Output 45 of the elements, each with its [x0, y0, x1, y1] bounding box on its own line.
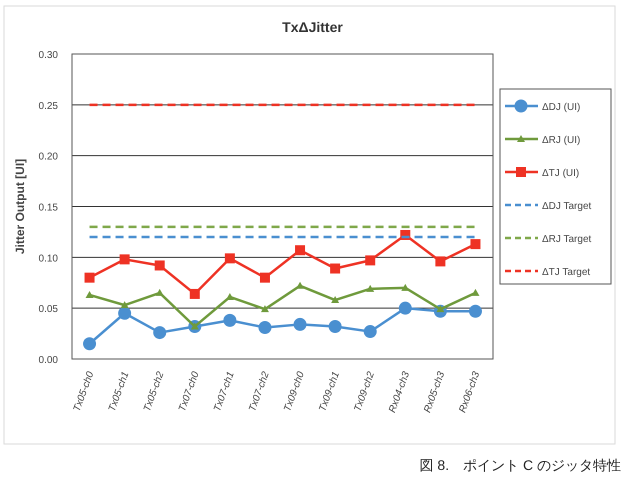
- y-tick-label: 0.20: [38, 152, 58, 163]
- point: [295, 245, 306, 256]
- point: [330, 264, 340, 274]
- point: [398, 302, 412, 315]
- point: [154, 260, 165, 270]
- point: [258, 320, 272, 334]
- y-tick-label: 0.10: [38, 253, 58, 264]
- y-tick-label: 0.15: [38, 202, 58, 214]
- point: [86, 290, 94, 298]
- point: [223, 314, 236, 327]
- point: [260, 272, 270, 283]
- caption: 図 8. ポイント C のジッタ特性: [420, 457, 621, 473]
- legend-label: ΔRJ Target: [542, 234, 592, 245]
- point: [84, 272, 95, 283]
- point: [471, 288, 480, 296]
- point: [120, 254, 130, 264]
- point: [296, 282, 304, 289]
- point: [260, 305, 269, 312]
- point: [364, 325, 377, 338]
- y-tick-label: 0.30: [38, 50, 58, 61]
- legend-label: ΔDJ (UI): [542, 102, 580, 113]
- y-tick-label: 0.25: [38, 100, 58, 112]
- y-tick-label: 0.00: [38, 355, 58, 366]
- legend-label: ΔDJ Target: [542, 201, 592, 212]
- point: [331, 296, 340, 304]
- point: [83, 337, 96, 350]
- legend-label: ΔTJ Target: [542, 267, 590, 278]
- point: [120, 301, 129, 308]
- chart-title: TxΔJitter: [282, 19, 344, 35]
- legend-label: ΔTJ (UI): [542, 168, 580, 179]
- point: [468, 304, 482, 318]
- y-tick-label: 0.05: [38, 304, 58, 316]
- point: [470, 239, 480, 250]
- point: [366, 284, 374, 292]
- y-axis-title: Jitter Output [UI]: [13, 158, 27, 254]
- point: [328, 320, 342, 333]
- point: [435, 256, 446, 266]
- point: [156, 288, 164, 296]
- point: [118, 306, 132, 320]
- point: [365, 255, 376, 266]
- legend-label: ΔRJ (UI): [542, 135, 580, 146]
- point: [224, 253, 235, 264]
- point: [190, 288, 200, 299]
- point: [153, 326, 166, 340]
- point: [294, 318, 307, 331]
